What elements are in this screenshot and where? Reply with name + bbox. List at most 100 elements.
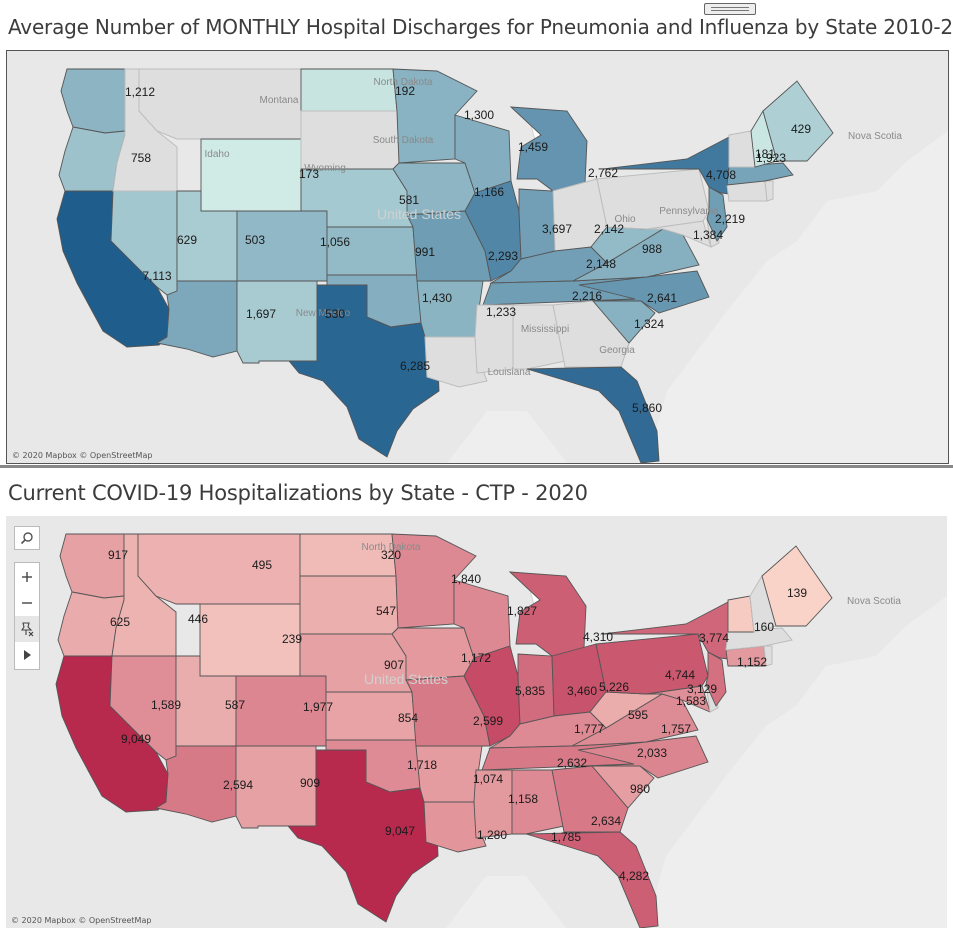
state-arkansas[interactable]	[416, 280, 484, 338]
value-label-missouri: 2,293	[488, 249, 518, 263]
covid-map-canvas[interactable]: North Dakota United States Nova Scotia 917 6…	[6, 516, 947, 928]
geo-label-pennsylvania: Pennsylvania	[659, 206, 719, 217]
discharges-map[interactable]: Montana Idaho North Dakota South Dakota Unit…	[6, 50, 949, 464]
value-label-maine: 429	[791, 122, 811, 136]
value-label-colorado: 1,056	[320, 235, 350, 249]
value-label-tennessee: 2,632	[557, 756, 587, 770]
value-label-wisconsin: 1,827	[507, 604, 537, 618]
state-vermont[interactable]	[728, 130, 756, 168]
value-label-iowa: 1,166	[474, 185, 504, 199]
state-mississippi[interactable]	[474, 304, 514, 374]
geo-label-south-dakota: South Dakota	[373, 135, 434, 146]
covid-map[interactable]: North Dakota United States Nova Scotia 917 6…	[6, 516, 947, 928]
value-label-new-jersey: 2,219	[715, 212, 745, 226]
state-alabama[interactable]	[511, 769, 565, 835]
value-label-nebraska: 581	[399, 193, 419, 207]
value-label-west-virginia: 595	[628, 708, 648, 722]
value-label-kansas: 991	[415, 245, 435, 259]
drag-handle[interactable]	[704, 3, 756, 15]
panel-title-discharges: Average Number of MONTHLY Hospital Disch…	[8, 15, 953, 39]
value-label-illinois: 3,697	[542, 222, 572, 236]
state-rhode-island[interactable]	[763, 645, 773, 667]
play-icon	[24, 650, 31, 660]
value-label-texas: 6,285	[400, 359, 430, 373]
value-label-new-jersey: 3,129	[687, 682, 717, 696]
minus-icon	[22, 602, 32, 604]
zoom-in-button[interactable]	[15, 564, 39, 590]
value-label-minnesota: 1,840	[451, 572, 481, 586]
value-label-arizona: 2,594	[223, 778, 253, 792]
geo-label-north-dakota: North Dakota	[374, 77, 433, 88]
geo-label-ohio: Ohio	[614, 214, 636, 225]
state-mississippi[interactable]	[473, 769, 513, 839]
state-georgia[interactable]	[551, 765, 629, 833]
state-florida[interactable]	[525, 831, 659, 928]
state-michigan[interactable]	[508, 571, 587, 657]
value-label-connecticut: 1,152	[737, 655, 767, 669]
geo-label-montana: Montana	[260, 95, 299, 106]
value-label-michigan: 2,762	[588, 166, 618, 180]
geo-label-idaho: Idaho	[204, 149, 229, 160]
expand-toolbar-button[interactable]	[15, 642, 39, 668]
state-new-jersey[interactable]	[706, 186, 728, 242]
value-label-oklahoma: 1,430	[422, 291, 452, 305]
state-maine[interactable]	[762, 80, 834, 162]
value-label-nebraska: 907	[384, 658, 404, 672]
value-label-montana: 495	[252, 558, 272, 572]
discharges-map-canvas[interactable]: Montana Idaho North Dakota South Dakota Unit…	[7, 51, 948, 463]
value-label-new-mexico: 909	[300, 776, 320, 790]
state-montana[interactable]	[137, 533, 301, 605]
map-tool-group	[14, 562, 40, 670]
state-alabama[interactable]	[512, 304, 566, 370]
state-texas[interactable]	[288, 284, 440, 458]
state-massachusetts[interactable]	[726, 162, 794, 186]
state-texas[interactable]	[287, 749, 439, 923]
value-label-iowa: 1,172	[461, 651, 491, 665]
value-label-massachusetts: 1,923	[756, 151, 786, 165]
search-icon[interactable]	[14, 526, 40, 550]
state-north-carolina[interactable]	[578, 270, 710, 314]
state-rhode-island[interactable]	[764, 180, 774, 202]
value-label-north-dakota: 192	[395, 84, 415, 98]
state-georgia[interactable]	[552, 300, 630, 368]
state-michigan[interactable]	[509, 106, 588, 192]
value-label-michigan: 4,310	[583, 630, 613, 644]
geo-label-nova-scotia: Nova Scotia	[847, 596, 901, 607]
geo-label-new-mexico: New Mexico	[296, 308, 351, 319]
value-label-minnesota: 1,300	[464, 108, 494, 122]
value-label-arkansas: 1,074	[473, 772, 503, 786]
value-label-west-virginia: 988	[642, 242, 662, 256]
value-label-pennsylvania: 4,744	[665, 668, 695, 682]
value-label-kentucky: 1,777	[574, 722, 604, 736]
state-north-dakota[interactable]	[300, 68, 398, 112]
value-label-utah: 503	[245, 233, 265, 247]
value-label-tennessee: 2,216	[572, 289, 602, 303]
value-label-south-dakota: 547	[376, 604, 396, 618]
value-label-virginia: 1,757	[661, 722, 691, 736]
value-label-vermont: 160	[754, 620, 774, 634]
value-label-south-carolina: 1,324	[634, 317, 664, 331]
value-label-north-dakota: 320	[381, 548, 401, 562]
map-toolbar	[14, 526, 42, 672]
state-florida[interactable]	[526, 366, 660, 463]
state-new-mexico[interactable]	[236, 280, 318, 364]
geo-label-louisiana: Louisiana	[488, 367, 531, 378]
value-label-indiana: 2,142	[594, 222, 624, 236]
value-label-california: 9,049	[121, 732, 151, 746]
value-label-washington: 1,212	[125, 85, 155, 99]
state-north-carolina[interactable]	[577, 735, 709, 779]
unpin-map-button[interactable]	[15, 616, 39, 642]
value-label-new-mexico: 530	[325, 307, 345, 321]
value-label-kentucky: 2,148	[586, 257, 616, 271]
state-new-jersey[interactable]	[705, 651, 727, 707]
value-label-texas: 9,047	[385, 824, 415, 838]
state-massachusetts[interactable]	[725, 627, 793, 651]
value-label-kansas: 854	[398, 711, 418, 725]
geo-label-mississippi: Mississippi	[521, 324, 569, 335]
value-label-maryland: 1,583	[676, 694, 706, 708]
unpin-icon	[20, 622, 34, 637]
state-maine[interactable]	[761, 545, 833, 627]
value-label-illinois: 5,835	[515, 684, 545, 698]
zoom-out-button[interactable]	[15, 590, 39, 616]
value-label-wyoming: 173	[299, 167, 319, 181]
